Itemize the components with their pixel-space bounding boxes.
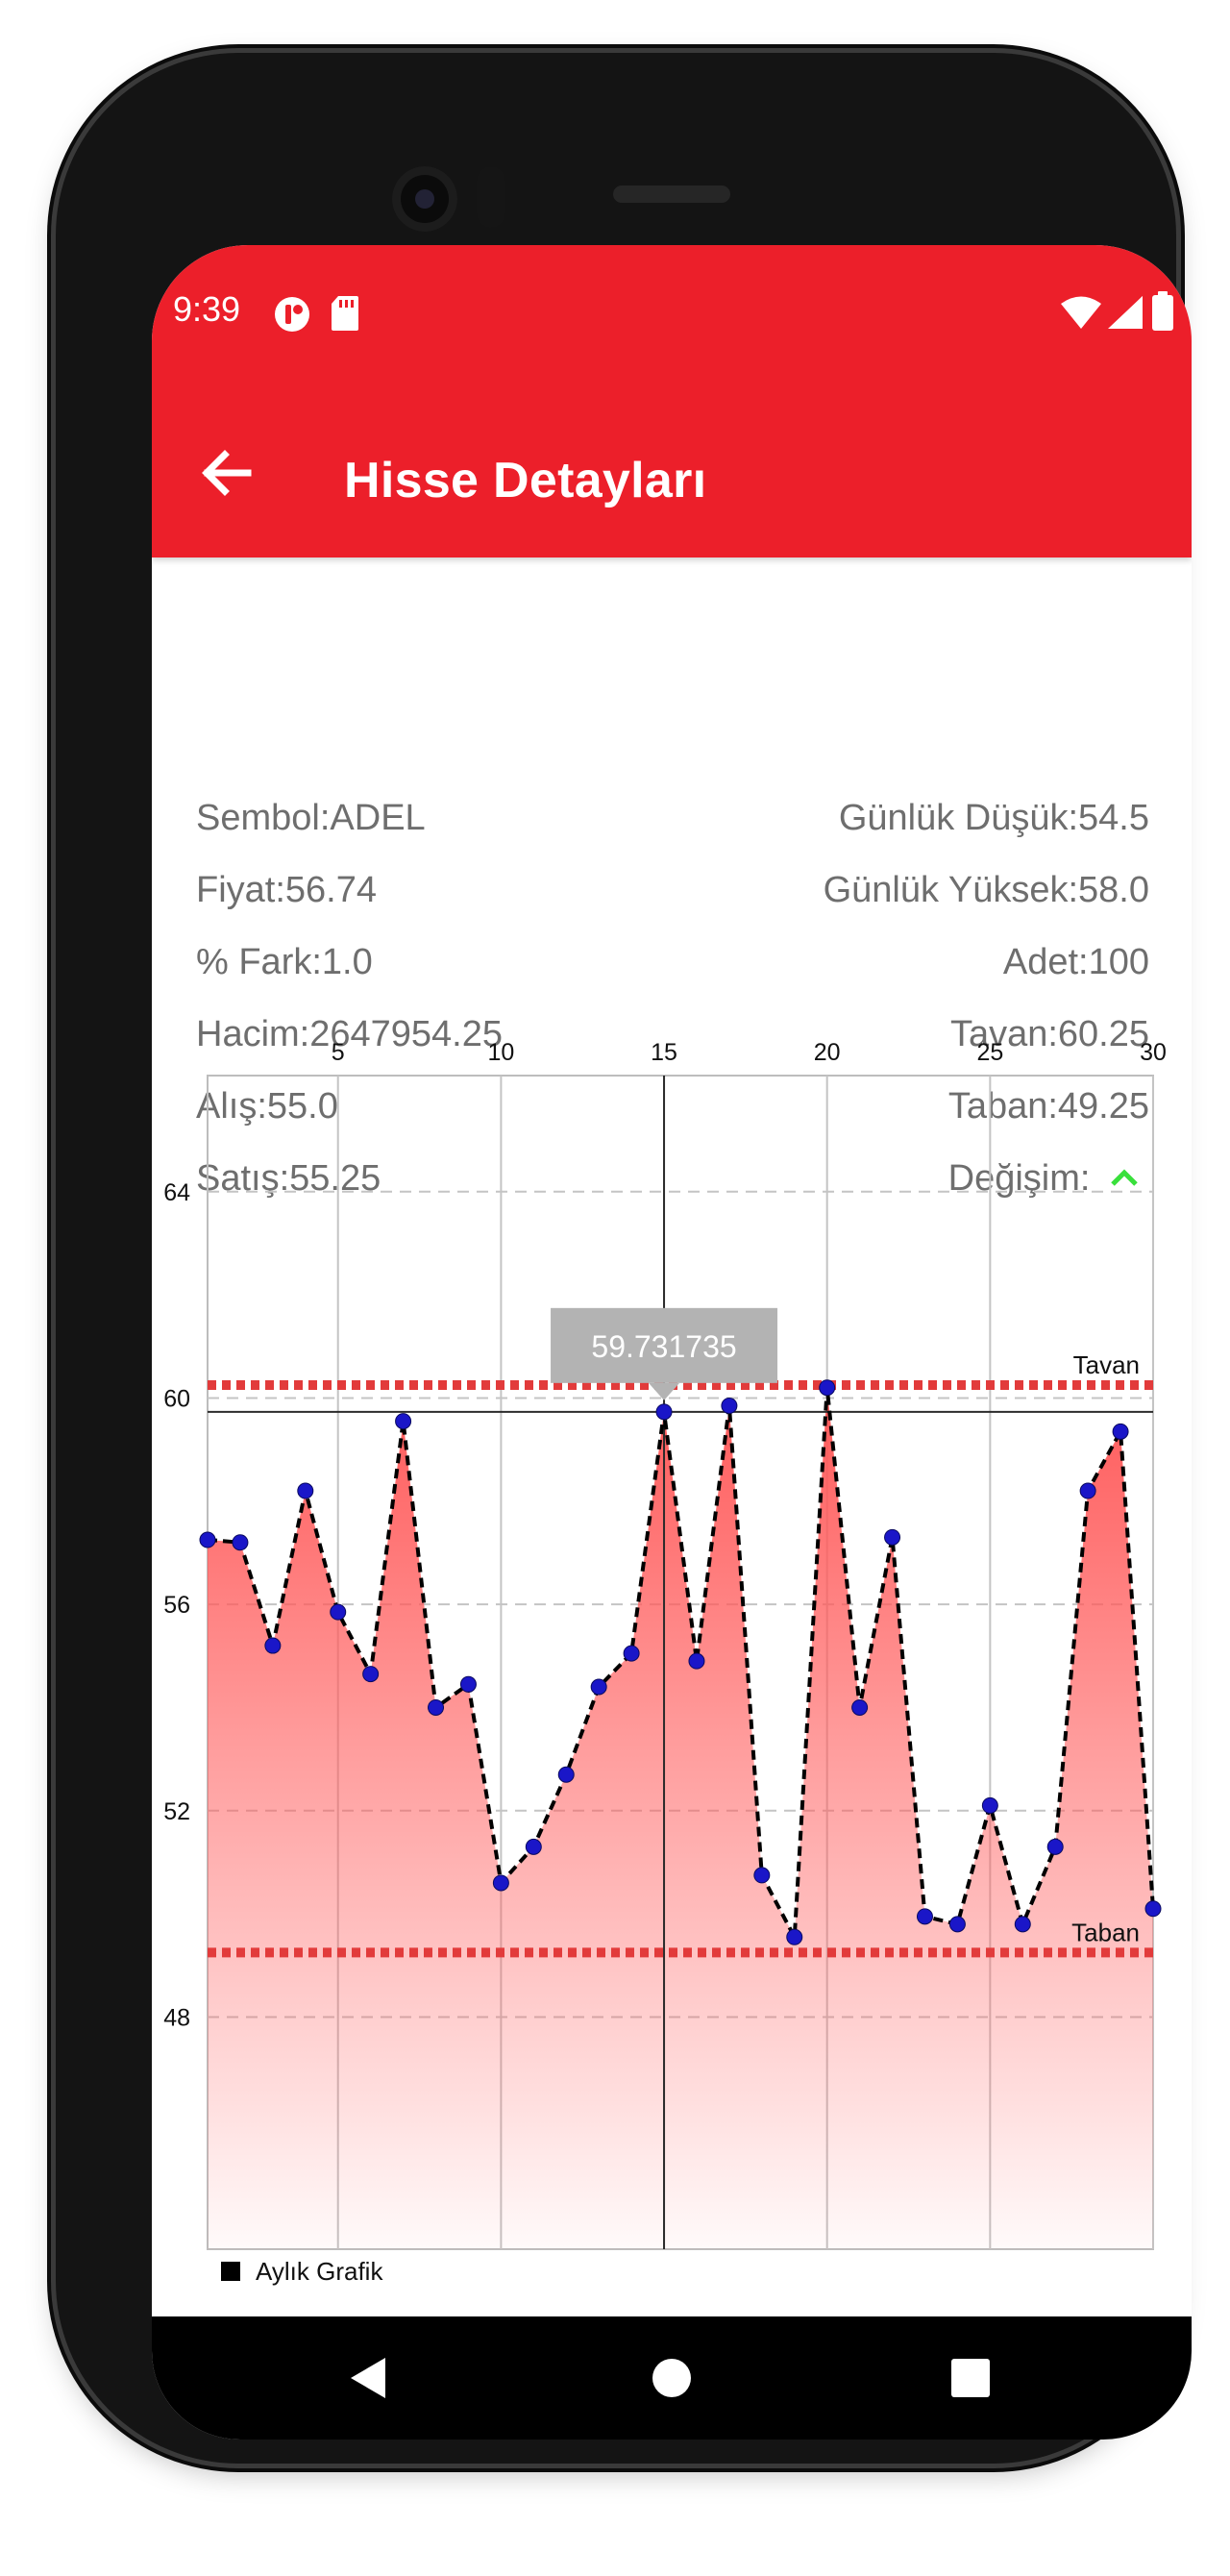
data-point <box>428 1698 445 1716</box>
data-point <box>655 1403 673 1421</box>
volume-label: Hacim:2647954.25 <box>196 1014 503 1054</box>
back-arrow-icon[interactable] <box>190 437 261 508</box>
data-point <box>1144 1900 1162 1918</box>
data-point <box>199 1531 216 1548</box>
data-point <box>1046 1838 1064 1855</box>
data-point <box>948 1916 966 1933</box>
data-point <box>786 1928 803 1945</box>
nav-back-icon[interactable] <box>349 2357 387 2399</box>
symbol-label: Sembol:ADEL <box>196 798 426 838</box>
price-label: Fiyat:56.74 <box>196 870 377 910</box>
data-point <box>981 1796 998 1814</box>
x-tick-label: 15 <box>651 1039 677 1066</box>
data-point <box>362 1666 380 1683</box>
series-line <box>207 1385 1155 1940</box>
y-tick-label: 56 <box>163 1592 190 1619</box>
data-point <box>688 1652 705 1670</box>
tooltip-value: 59.731735 <box>591 1329 736 1364</box>
proximity-sensor <box>477 166 505 228</box>
legend-swatch <box>221 2262 240 2281</box>
y-tick-label: 60 <box>163 1385 190 1412</box>
stock-chart[interactable]: 5 10 15 20 25 30 48 52 56 60 64 Tavan Taban 59.731735… <box>152 245 1192 2316</box>
legend-label: Aylık Grafik <box>256 2257 383 2286</box>
tavan-label: Tavan <box>1073 1350 1140 1379</box>
quantity-label: Adet:100 <box>1002 942 1149 982</box>
nav-home-icon[interactable] <box>652 2358 692 2398</box>
data-point <box>916 1908 933 1925</box>
tooltip-box <box>551 1307 778 1383</box>
taban-label: Taban <box>1071 1918 1140 1946</box>
data-point <box>851 1698 869 1716</box>
front-camera <box>392 166 457 232</box>
sd-card-icon <box>332 296 358 331</box>
x-tick-label: 20 <box>814 1039 841 1066</box>
y-tick-label: 48 <box>163 2004 190 2031</box>
data-point <box>330 1603 347 1621</box>
data-point <box>1014 1916 1031 1933</box>
screen: 9:39 <box>152 245 1192 2440</box>
earpiece-speaker <box>613 186 730 203</box>
nav-recents-icon[interactable] <box>950 2358 991 2398</box>
x-tick-label: 30 <box>1140 1039 1167 1066</box>
data-point <box>459 1675 477 1693</box>
wifi-icon <box>1061 296 1101 329</box>
data-point <box>590 1678 607 1696</box>
navigation-bar <box>152 2316 1192 2440</box>
data-point <box>492 1874 509 1892</box>
cell-signal-icon <box>1108 296 1143 329</box>
y-tick-label: 64 <box>163 1179 190 1206</box>
daily-low-label: Günlük Düşük:54.5 <box>838 798 1149 838</box>
y-tick-label: 52 <box>163 1798 190 1825</box>
page-title: Hisse Detayları <box>344 453 707 508</box>
data-point <box>623 1645 640 1662</box>
data-point <box>264 1637 282 1654</box>
x-tick-label: 10 <box>487 1039 514 1066</box>
data-point <box>525 1838 542 1855</box>
data-point <box>1079 1482 1096 1499</box>
phone-frame: 9:39 <box>56 53 1192 2464</box>
floor-price-label: Taban:49.25 <box>947 1086 1149 1127</box>
ceiling-price-label: Tavan:60.25 <box>949 1014 1149 1054</box>
app-bar: 9:39 <box>152 245 1192 557</box>
tooltip-pointer <box>649 1382 680 1400</box>
data-point <box>721 1397 738 1414</box>
daily-high-label: Günlük Yüksek:58.0 <box>823 870 1149 910</box>
percent-diff-label: % Fark:1.0 <box>196 942 373 982</box>
data-point <box>884 1528 901 1546</box>
data-point <box>753 1867 771 1884</box>
data-point <box>1112 1423 1129 1440</box>
battery-icon <box>1152 291 1173 331</box>
status-time: 9:39 <box>173 289 241 329</box>
data-point <box>557 1766 575 1783</box>
app-notification-icon <box>275 297 309 332</box>
data-point <box>297 1482 314 1499</box>
data-point <box>819 1379 836 1397</box>
x-tick-label: 25 <box>976 1039 1003 1066</box>
data-point <box>395 1413 412 1430</box>
x-tick-label: 5 <box>332 1039 345 1066</box>
chevron-up-icon <box>1111 1169 1138 1186</box>
series-area-fill <box>208 1387 1153 2249</box>
data-point <box>232 1534 249 1551</box>
bid-label: Alış:55.0 <box>196 1086 338 1127</box>
